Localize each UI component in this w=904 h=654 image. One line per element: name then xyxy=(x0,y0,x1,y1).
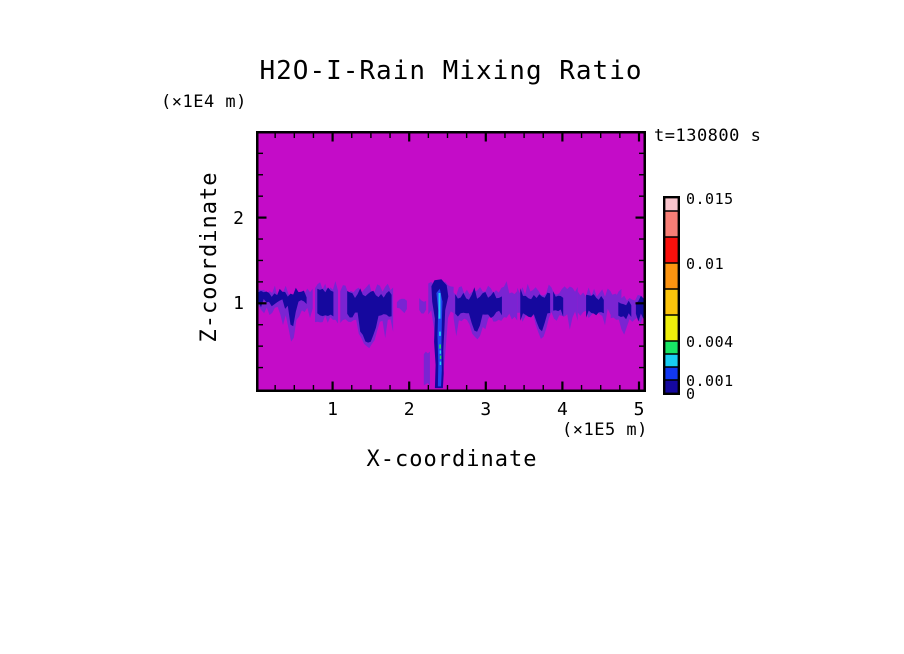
chart-title: H2O-I-Rain Mixing Ratio xyxy=(259,56,643,86)
time-annotation: t=130800 s xyxy=(654,126,762,146)
colorbar-tick-label: 0 xyxy=(686,385,696,403)
x-tick-label: 4 xyxy=(556,399,568,420)
colorbar-tick-label: 0.001 xyxy=(686,372,734,390)
x-axis-label: X-coordinate xyxy=(366,447,538,472)
z-tick-label: 1 xyxy=(233,293,244,315)
x-axis-units: (×1E5 m) xyxy=(562,420,648,440)
plot-area xyxy=(256,131,646,392)
z-tick-label: 2 xyxy=(233,207,244,229)
x-tick-label: 5 xyxy=(633,399,645,420)
colorbar xyxy=(663,196,680,395)
z-axis-label: Z-coordinate xyxy=(197,171,222,343)
colorbar-tick-label: 0.004 xyxy=(686,333,734,351)
x-tick-label: 2 xyxy=(403,399,415,420)
x-tick-label: 1 xyxy=(327,399,339,420)
z-axis-units: (×1E4 m) xyxy=(161,92,247,112)
colorbar-tick-label: 0.015 xyxy=(686,190,734,208)
x-tick-label: 3 xyxy=(480,399,492,420)
colorbar-tick-label: 0.01 xyxy=(686,255,725,273)
